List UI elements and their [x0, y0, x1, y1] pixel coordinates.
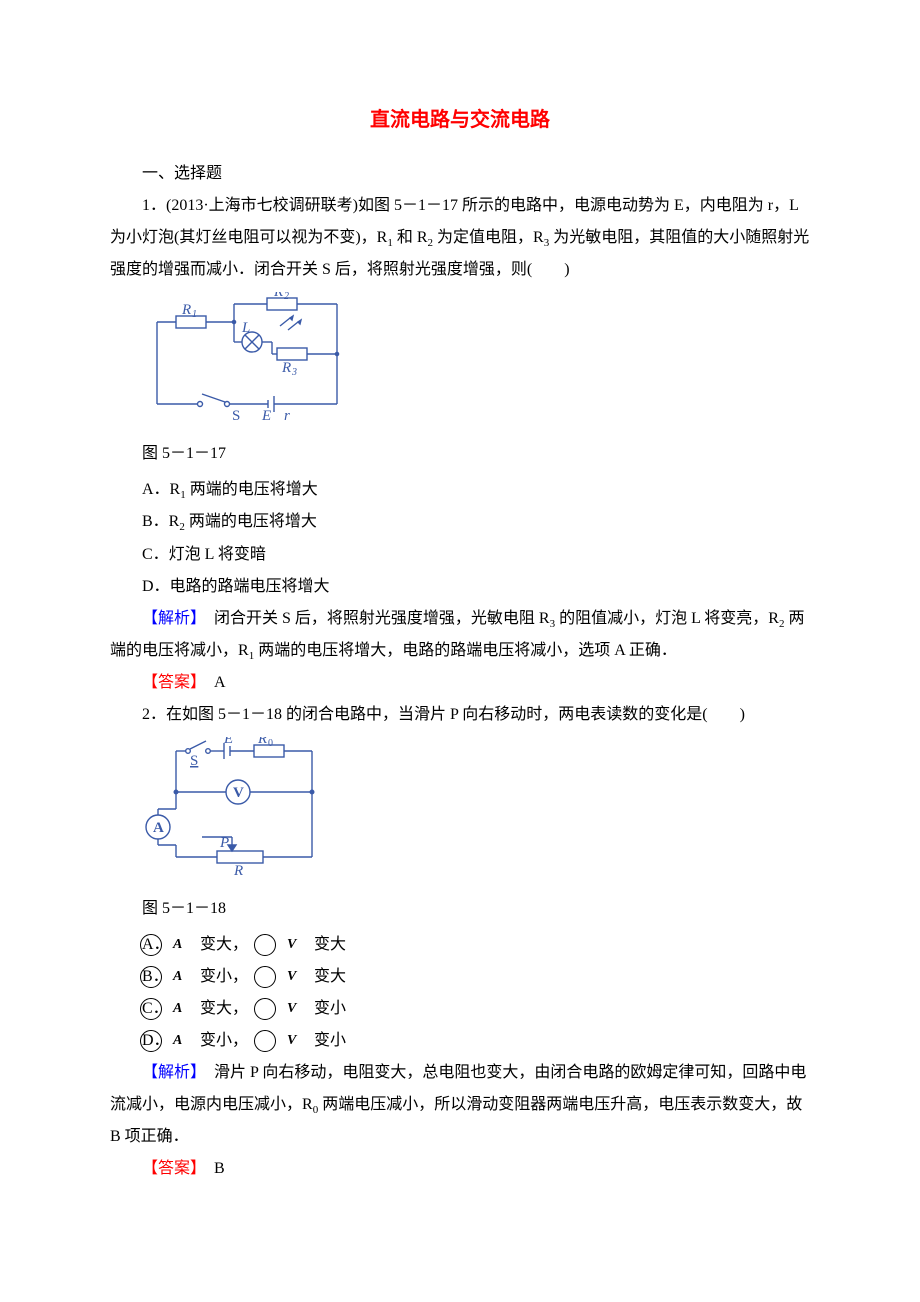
- answer-label: 【答案】: [142, 674, 214, 691]
- q2-option-a: A． A 变大， V 变大: [110, 929, 810, 961]
- q2-optc-mid: 变大，: [168, 993, 248, 1025]
- svg-text:S: S: [232, 408, 240, 422]
- ammeter-icon: A: [140, 966, 162, 988]
- q1-optb-pre: B．R: [142, 513, 179, 530]
- svg-text:R: R: [257, 737, 267, 747]
- q1-stem: 1．(2013·上海市七校调研联考)如图 5－1－17 所示的电路中，电源电动势…: [110, 190, 810, 286]
- q1-stem-b: 和 R: [393, 229, 428, 246]
- ammeter-icon: A: [140, 998, 162, 1020]
- svg-text:P: P: [219, 835, 229, 851]
- voltmeter-icon: V: [254, 998, 276, 1020]
- q1-opta-post: 两端的电压将增大: [186, 481, 318, 498]
- q2-explanation: 【解析】 滑片 P 向右移动，电阻变大，总电阻也变大，由闭合电路的欧姆定律可知，…: [110, 1057, 810, 1153]
- q1-optb-post: 两端的电压将增大: [185, 513, 317, 530]
- q2-fig-caption: 图 5－1－18: [110, 893, 810, 925]
- voltmeter-icon: V: [254, 934, 276, 956]
- q2-circuit-diagram: S E R0 V A P R: [142, 737, 810, 889]
- q2-optb-end: 变大: [282, 961, 346, 993]
- q1-circuit-diagram: R1 R2 L R3 S E r: [142, 292, 810, 434]
- q2-opta-end: 变大: [282, 929, 346, 961]
- svg-text:r: r: [284, 408, 290, 422]
- svg-text:A: A: [153, 820, 164, 836]
- svg-text:0: 0: [268, 738, 273, 749]
- q1-option-b: B．R2 两端的电压将增大: [110, 506, 810, 538]
- q2-optb-mid: 变小，: [168, 961, 248, 993]
- q2-opta-mid: 变大，: [168, 929, 248, 961]
- svg-text:2: 2: [284, 292, 289, 302]
- svg-text:1: 1: [192, 309, 197, 320]
- answer-label: 【答案】: [142, 1160, 214, 1177]
- svg-text:R: R: [281, 360, 291, 376]
- q2-optc-end: 变小: [282, 993, 346, 1025]
- explain-label: 【解析】: [142, 1064, 214, 1081]
- q1-option-c: C．灯泡 L 将变暗: [110, 539, 810, 571]
- q2-option-b: B． A 变小， V 变大: [110, 961, 810, 993]
- section-heading: 一、选择题: [110, 158, 810, 190]
- q1-option-a: A．R1 两端的电压将增大: [110, 474, 810, 506]
- q2-optc-lead: C．: [110, 993, 134, 1025]
- voltmeter-icon: V: [254, 1030, 276, 1052]
- svg-text:L: L: [241, 320, 250, 336]
- q1-explanation: 【解析】 闭合开关 S 后，将照射光强度增强，光敏电阻 R3 的阻值减小，灯泡 …: [110, 603, 810, 667]
- q2-optd-lead: D．: [110, 1025, 134, 1057]
- q2-option-c: C． A 变大， V 变小: [110, 993, 810, 1025]
- q2-answer-value: B: [214, 1160, 225, 1177]
- svg-text:R: R: [181, 302, 191, 318]
- q1-answer-value: A: [214, 674, 226, 691]
- q2-optb-lead: B．: [110, 961, 134, 993]
- q2-stem: 2．在如图 5－1－18 的闭合电路中，当滑片 P 向右移动时，两电表读数的变化…: [110, 699, 810, 731]
- q1-fig-caption: 图 5－1－17: [110, 438, 810, 470]
- q2-answer: 【答案】 B: [110, 1153, 810, 1185]
- q1-exp-a: 闭合开关 S 后，将照射光强度增强，光敏电阻 R: [214, 610, 550, 627]
- svg-text:E: E: [261, 408, 271, 422]
- q1-answer: 【答案】 A: [110, 667, 810, 699]
- svg-text:V: V: [233, 785, 244, 801]
- explain-label: 【解析】: [142, 610, 214, 627]
- svg-text:3: 3: [291, 367, 297, 378]
- svg-text:S: S: [190, 753, 198, 769]
- voltmeter-icon: V: [254, 966, 276, 988]
- q2-optd-mid: 变小，: [168, 1025, 248, 1057]
- q1-exp-b: 的阻值减小，灯泡 L 将变亮，R: [555, 610, 779, 627]
- svg-text:R: R: [273, 292, 283, 300]
- q1-opta-pre: A．R: [142, 481, 180, 498]
- svg-text:R: R: [233, 863, 243, 877]
- q1-stem-c: 为定值电阻，R: [433, 229, 544, 246]
- q2-opta-lead: A．: [110, 929, 134, 961]
- ammeter-icon: A: [140, 1030, 162, 1052]
- ammeter-icon: A: [140, 934, 162, 956]
- q2-option-d: D． A 变小， V 变小: [110, 1025, 810, 1057]
- q1-option-d: D．电路的路端电压将增大: [110, 571, 810, 603]
- q2-optd-end: 变小: [282, 1025, 346, 1057]
- svg-text:E: E: [223, 737, 233, 747]
- q1-exp-d: 两端的电压将增大，电路的路端电压将减小，选项 A 正确．: [254, 642, 677, 659]
- page-title: 直流电路与交流电路: [110, 100, 810, 140]
